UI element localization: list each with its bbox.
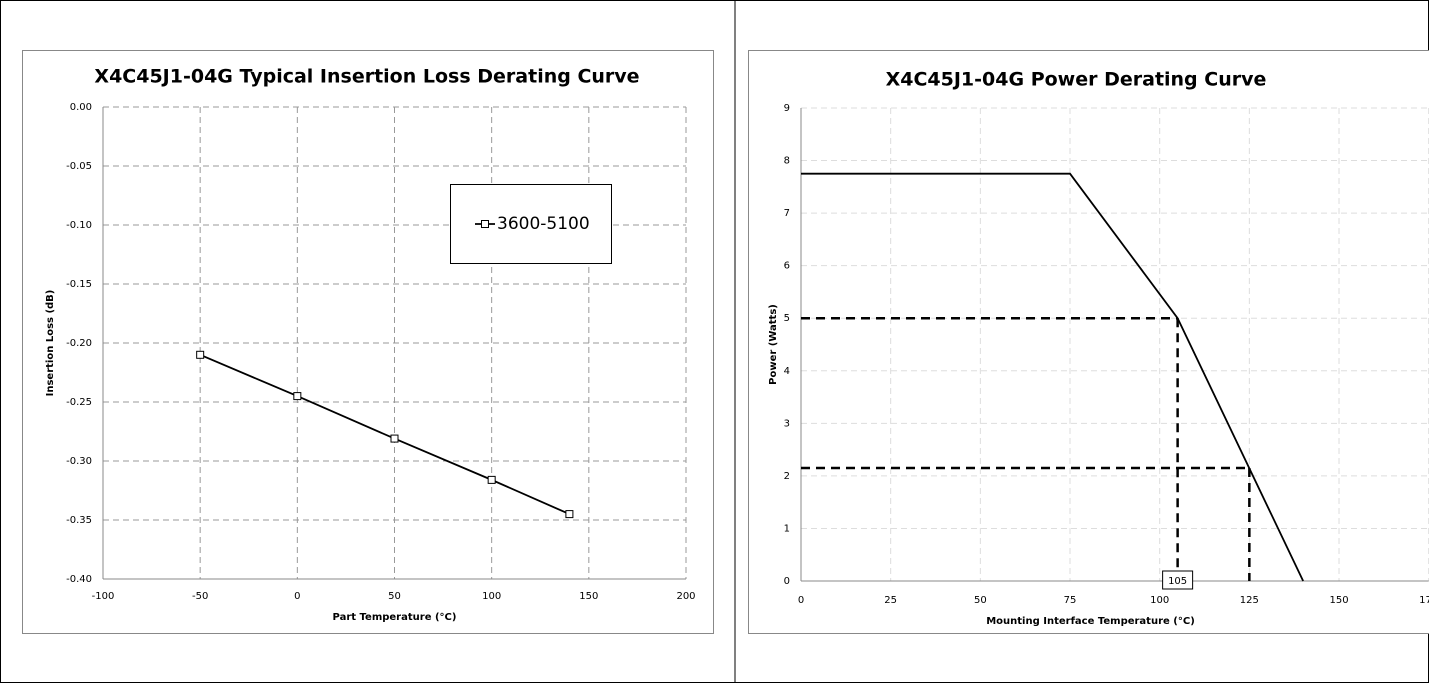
y-tick-label: 3	[784, 418, 790, 429]
y-tick-label: -0.10	[66, 220, 92, 231]
x-tick-label: 50	[974, 595, 987, 606]
point	[487, 475, 496, 484]
x-axis-title: Mounting Interface Temperature (°C)	[986, 616, 1195, 627]
legend-marker	[481, 220, 489, 228]
x-tick-label: 100	[1150, 595, 1169, 606]
point	[390, 434, 399, 443]
y-tick-label: 9	[784, 103, 790, 114]
y-tick-label: -0.25	[66, 397, 92, 408]
chart-frame	[748, 50, 1429, 634]
y-tick-label: 7	[784, 208, 790, 219]
chart-1: X4C45J1-04G Power Derating Curve Mounting…	[748, 50, 1429, 634]
x-tick-label: 0	[294, 591, 300, 602]
y-axis-title: Insertion Loss (dB)	[45, 290, 56, 397]
y-tick-label: -0.40	[66, 574, 92, 585]
y-tick-label: 0	[784, 576, 790, 587]
x-axis-title: Part Temperature (°C)	[333, 612, 457, 623]
x-tick-label: 75	[1064, 595, 1077, 606]
y-tick-label: 1	[784, 523, 790, 534]
y-tick-label: -0.15	[66, 279, 92, 290]
point	[565, 510, 574, 519]
y-tick-label: 6	[784, 261, 790, 272]
point	[293, 392, 302, 401]
y-axis-title: Power (Watts)	[768, 304, 779, 385]
x-tick-label: 150	[1329, 595, 1348, 606]
x-tick-label: 100	[482, 591, 501, 602]
legend-label: 3600-5100	[497, 214, 590, 234]
x-tick-label: 150	[579, 591, 598, 602]
y-tick-label: 0.00	[70, 102, 92, 113]
annotation: 105	[1168, 576, 1187, 587]
y-tick-label: 4	[784, 366, 790, 377]
x-tick-label: 125	[1240, 595, 1259, 606]
annotation-box	[1162, 570, 1194, 590]
chart-title: X4C45J1-04G Typical Insertion Loss Derat…	[94, 66, 639, 88]
chart-0: X4C45J1-04G Typical Insertion Loss Derat…	[22, 50, 714, 634]
point	[196, 350, 205, 359]
x-tick-label: 200	[676, 591, 695, 602]
x-tick-label: 0	[798, 595, 804, 606]
chart-title: X4C45J1-04G Power Derating Curve	[886, 69, 1267, 91]
y-tick-label: 8	[784, 156, 790, 167]
x-tick-label: 175	[1419, 595, 1429, 606]
chart-frame	[22, 50, 714, 634]
y-tick-label: -0.30	[66, 456, 92, 467]
x-tick-label: -100	[92, 591, 115, 602]
y-tick-label: -0.20	[66, 338, 92, 349]
y-tick-label: 5	[784, 313, 790, 324]
y-tick-label: 2	[784, 471, 790, 482]
x-tick-label: 50	[388, 591, 401, 602]
x-tick-label: 25	[884, 595, 897, 606]
x-tick-label: -50	[192, 591, 208, 602]
series-line	[801, 172, 1304, 582]
y-tick-label: -0.35	[66, 515, 92, 526]
y-tick-label: -0.05	[66, 161, 92, 172]
